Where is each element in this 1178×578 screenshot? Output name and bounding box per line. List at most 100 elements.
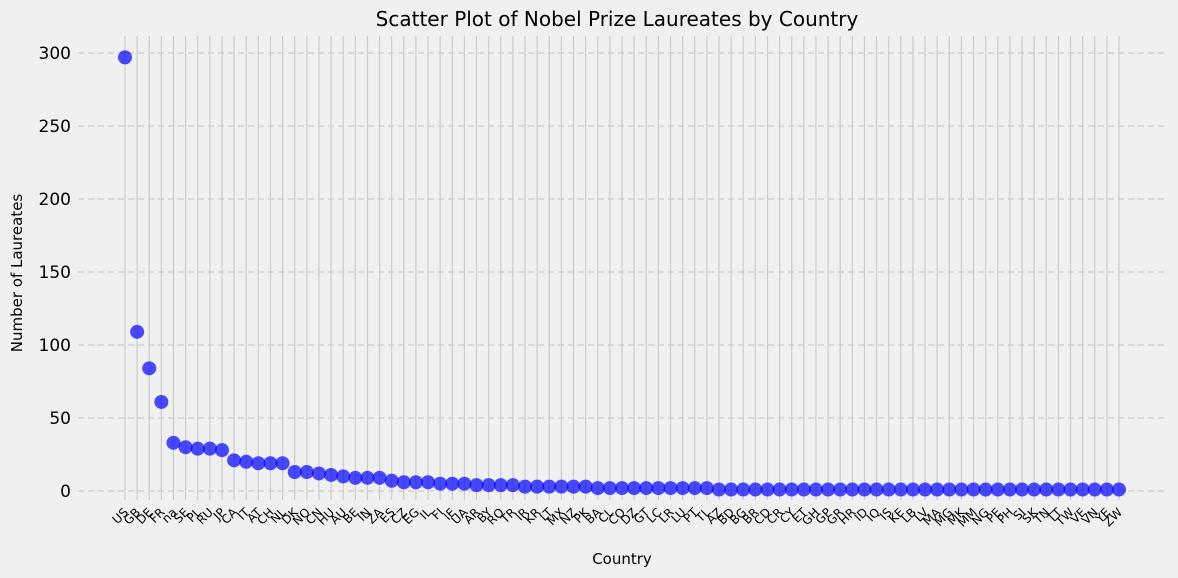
data-point-HR [845, 482, 860, 497]
data-point-LV [918, 482, 933, 497]
data-point-LB [905, 482, 920, 497]
data-point-IE [445, 476, 460, 491]
data-point-YE [1099, 482, 1114, 497]
data-point-AT [251, 456, 266, 471]
data-point-na [166, 435, 181, 450]
data-point-PH [1002, 482, 1017, 497]
data-point-IR [518, 479, 533, 494]
data-point-DZ [627, 481, 642, 496]
data-point-IS [881, 482, 896, 497]
data-point-ET [796, 482, 811, 497]
data-point-LT [542, 479, 557, 494]
data-point-TT [1051, 482, 1066, 497]
data-point-PE [990, 482, 1005, 497]
data-point-JP [214, 443, 229, 458]
data-point-NG [978, 482, 993, 497]
y-axis-label: Number of Laureates [8, 194, 26, 353]
data-point-BA [590, 481, 605, 496]
data-point-TL [699, 481, 714, 496]
data-point-TR [505, 478, 520, 493]
data-point-TW [1063, 482, 1078, 497]
data-point-LU [675, 481, 690, 496]
data-point-CY [784, 482, 799, 497]
chart-title: Scatter Plot of Nobel Prize Laureates by… [376, 7, 859, 31]
data-point-DE [142, 361, 157, 376]
data-point-BY [481, 478, 496, 493]
data-point-RO [493, 478, 508, 493]
data-point-CD [760, 482, 775, 497]
data-point-MA [930, 482, 945, 497]
data-point-NL [275, 456, 290, 471]
data-point-GB [130, 324, 145, 339]
data-point-BD [724, 482, 739, 497]
data-point-GR [833, 482, 848, 497]
data-point-GP [821, 482, 836, 497]
data-point-SE [178, 440, 193, 455]
data-point-US [118, 50, 132, 65]
data-point-BE [348, 470, 363, 485]
data-point-BG [736, 482, 751, 497]
data-point-CH [263, 456, 278, 471]
data-point-ZA [372, 470, 387, 485]
data-point-HU [324, 467, 339, 482]
data-point-GT [639, 481, 654, 496]
data-point-MX [554, 479, 569, 494]
y-tick-label: 300 [39, 44, 71, 64]
grid [78, 36, 1166, 500]
data-point-CO [615, 481, 629, 496]
data-point-IN [360, 470, 375, 485]
data-point-EG [408, 475, 423, 490]
data-points [118, 50, 1126, 497]
data-point-CL [602, 481, 617, 496]
data-point-LC [651, 481, 666, 496]
data-point-CZ [396, 475, 411, 490]
y-tick-label: 250 [39, 117, 71, 137]
data-point-ID [857, 482, 872, 497]
data-point-FR [154, 394, 169, 409]
data-point-SI [1015, 482, 1030, 497]
data-point-VN [1087, 482, 1102, 497]
data-point-CA [227, 453, 242, 468]
x-tick-label: EG [400, 505, 422, 527]
data-point-NZ [566, 479, 581, 494]
data-point-CN [311, 466, 326, 481]
data-point-PK [578, 479, 593, 494]
data-point-MG [942, 482, 957, 497]
data-point-KE [893, 482, 908, 497]
data-point-ZW [1112, 482, 1126, 497]
data-point-ES [384, 473, 399, 488]
y-tick-label: 150 [39, 263, 71, 283]
data-point-KR [530, 479, 545, 494]
data-point-IQ [869, 482, 884, 497]
data-point-IL [421, 475, 436, 490]
data-point-PT [687, 481, 702, 496]
data-point-IT [239, 454, 254, 469]
data-point-SK [1027, 482, 1042, 497]
y-tick-label: 200 [39, 190, 71, 210]
data-point-FI [433, 476, 448, 491]
x-axis-label: Country [592, 550, 652, 568]
y-tick-label: 0 [60, 482, 71, 502]
data-point-AU [336, 469, 351, 484]
data-point-BR [748, 482, 763, 497]
data-point-PL [190, 441, 205, 456]
data-point-LR [663, 481, 678, 496]
data-point-TN [1039, 482, 1054, 497]
data-point-GH [808, 482, 823, 497]
data-point-CR [772, 482, 787, 497]
y-tick-labels: 0 50 100 150 200 250 300 [39, 44, 71, 502]
data-point-MK [954, 482, 969, 497]
data-point-MM [966, 482, 981, 497]
data-point-NO [299, 465, 314, 480]
y-tick-label: 50 [49, 409, 71, 429]
data-point-DK [287, 465, 302, 480]
data-point-AZ [711, 482, 726, 497]
x-tick-labels: USGBDEFRnaSEPLRUJPCAITATCHNLDKNOCNHUAUBE… [110, 504, 1126, 529]
y-tick-label: 100 [39, 336, 71, 356]
data-point-AR [469, 478, 484, 493]
data-point-UA [457, 476, 472, 491]
data-point-VE [1075, 482, 1090, 497]
data-point-RU [202, 441, 217, 456]
